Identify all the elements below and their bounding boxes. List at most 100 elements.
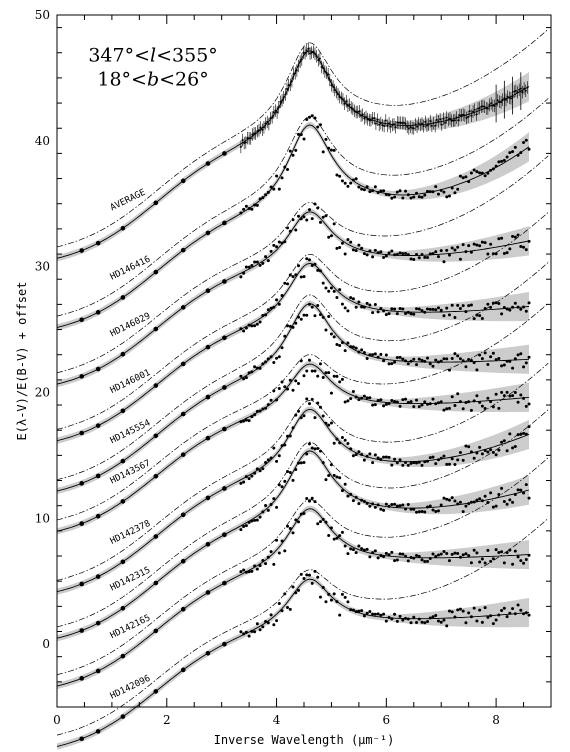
data-point (242, 271, 246, 275)
data-point (153, 433, 159, 439)
data-point (511, 562, 515, 566)
data-point (371, 612, 375, 616)
data-point (488, 103, 491, 106)
data-point (343, 482, 347, 486)
data-point (312, 50, 315, 53)
data-point (467, 400, 471, 404)
data-point (222, 580, 227, 586)
data-point (511, 394, 515, 398)
data-point (349, 447, 353, 451)
data-point (316, 206, 320, 210)
data-point (387, 402, 391, 406)
data-point (501, 98, 504, 101)
data-point (371, 189, 375, 193)
data-point (255, 203, 259, 207)
data-point (327, 289, 331, 293)
data-point (299, 461, 303, 465)
data-point (266, 120, 269, 123)
data-point (261, 128, 264, 131)
data-point (313, 52, 316, 55)
data-point (379, 458, 383, 462)
fit-curve (56, 124, 530, 328)
data-point (404, 251, 408, 255)
data-point (420, 403, 424, 407)
data-point (302, 577, 306, 581)
data-point (277, 355, 281, 359)
data-point (266, 508, 270, 512)
data-point (327, 474, 331, 478)
data-point (261, 559, 265, 563)
data-point (332, 592, 336, 596)
confidence-band (57, 121, 530, 331)
data-point (354, 346, 358, 350)
data-point (329, 286, 333, 290)
data-point (357, 243, 361, 247)
data-point (360, 246, 364, 250)
data-point (291, 478, 295, 482)
data-point (272, 305, 276, 309)
data-point (294, 518, 298, 522)
data-point (428, 307, 432, 311)
data-point (95, 366, 101, 372)
data-point (508, 394, 512, 398)
data-point (373, 612, 377, 616)
data-point (527, 355, 531, 359)
data-point (382, 455, 386, 459)
data-point (358, 110, 361, 113)
data-point (464, 621, 468, 625)
confidence-band (57, 360, 530, 535)
data-point (508, 247, 512, 251)
data-point (473, 108, 476, 111)
data-point (286, 167, 290, 171)
data-point (280, 380, 284, 384)
data-point (379, 306, 383, 310)
data-point (272, 497, 276, 501)
data-point (513, 391, 517, 395)
data-point (469, 408, 473, 412)
data-point (327, 592, 331, 596)
data-point (313, 314, 317, 318)
data-point (436, 255, 440, 259)
data-point (305, 218, 309, 222)
data-point (297, 264, 301, 268)
data-point (489, 614, 493, 618)
data-point (426, 255, 429, 259)
data-point (422, 125, 425, 128)
data-point (468, 110, 471, 113)
data-point (242, 329, 246, 333)
data-point (340, 530, 344, 534)
data-point (442, 618, 446, 622)
data-point (387, 193, 391, 197)
data-point (527, 425, 531, 429)
data-point (330, 84, 333, 87)
data-point (288, 470, 292, 474)
data-point (250, 263, 254, 267)
data-point (299, 572, 303, 576)
data-point (456, 608, 460, 612)
data-point (95, 513, 101, 519)
data-point (365, 396, 369, 400)
data-point (369, 119, 372, 122)
data-point (316, 575, 320, 579)
data-point (354, 453, 358, 457)
data-point (280, 609, 284, 613)
data-point (343, 400, 347, 404)
data-point (442, 357, 446, 361)
data-point (243, 142, 246, 145)
data-point (291, 426, 295, 430)
data-point (349, 181, 353, 185)
data-point (478, 314, 482, 318)
data-point (362, 351, 366, 355)
data-point (508, 151, 512, 155)
data-point (524, 248, 528, 252)
data-point (290, 80, 293, 83)
data-point (379, 398, 383, 402)
data-point (244, 265, 248, 269)
data-point (428, 456, 432, 460)
data-point (500, 364, 504, 368)
data-point (283, 334, 287, 338)
fit-curve (56, 211, 530, 385)
data-point (417, 617, 421, 621)
data-point (338, 246, 342, 250)
data-point (434, 124, 437, 127)
